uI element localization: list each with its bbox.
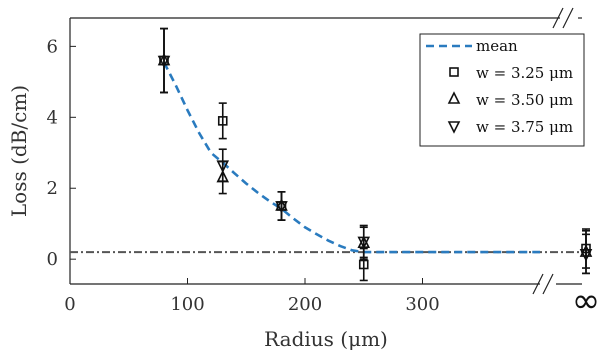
y-tick-label: 0: [47, 249, 58, 270]
x-tick-label: 0: [64, 294, 75, 315]
mean-line: [162, 61, 540, 254]
data-point: [579, 249, 593, 262]
y-tick-label: 2: [47, 178, 58, 199]
y-tick-label: 4: [47, 107, 58, 128]
axis-break-mark: [542, 273, 554, 295]
x-tick-label: 300: [405, 294, 439, 315]
y-tick-label: 6: [47, 36, 58, 57]
y-axis-title: Loss (dB/cm): [7, 85, 31, 217]
legend-marker: [449, 67, 459, 77]
legend-label-mean: mean: [476, 37, 518, 55]
data-point: [358, 259, 369, 270]
data-point: [357, 236, 371, 250]
axis-break-mark: [562, 7, 574, 29]
x-tick-label-infinity: ∞: [572, 281, 600, 321]
legend-label: w = 3.25 μm: [476, 64, 573, 82]
legend-label: w = 3.50 μm: [476, 91, 573, 109]
legend: mean w = 3.25 μm w = 3.50 μm w = 3.75 μm: [419, 33, 585, 147]
data-point: [217, 116, 228, 126]
legend-label: w = 3.75 μm: [476, 118, 573, 136]
x-tick-label: 100: [170, 294, 204, 315]
legend-marker: [447, 121, 461, 134]
x-tick-label: 200: [288, 294, 322, 315]
data-point: [216, 160, 230, 173]
legend-box: [419, 33, 585, 147]
data-point: [157, 55, 171, 69]
axis-break-mark: [532, 273, 544, 295]
axes-layer: 0 2 4 6 0 100 200 300 ∞ Radius (μm) Loss (dB/cm): [7, 7, 600, 351]
x-axis-title: Radius (μm): [264, 327, 388, 351]
axis-break-mark: [552, 7, 564, 29]
data-layer: [70, 27, 593, 282]
legend-marker: [447, 91, 461, 104]
data-point: [275, 201, 288, 214]
